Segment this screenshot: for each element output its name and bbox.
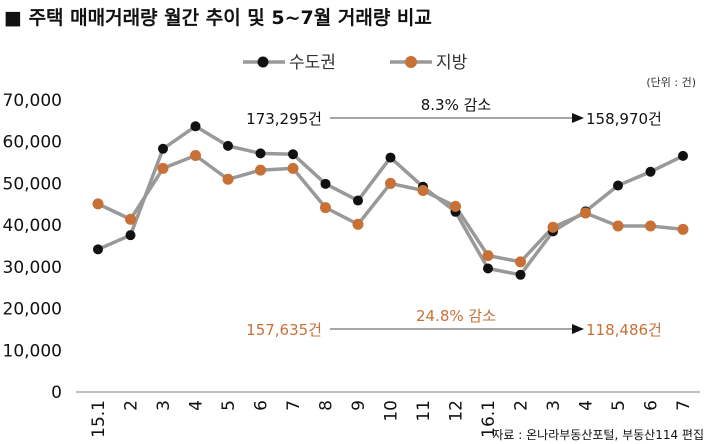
series-1-point [515,256,526,268]
y-tick-label: 40,000 [3,216,62,236]
series-1-point [612,220,624,232]
y-tick-label: 10,000 [3,341,62,361]
y-tick-label: 60,000 [3,133,62,153]
y-tick-label: 50,000 [3,174,62,194]
annotation-capital-middle: 8.3% 감소 [421,96,492,114]
series-1-point [352,218,364,230]
unit-note: (단위 : 건) [646,76,696,89]
series-1-point [417,185,429,197]
x-tick-label: 6 [252,400,272,411]
annotation-capital-right: 158,970건 [586,110,662,128]
series-1-point [677,223,689,235]
x-tick-label: 7 [674,400,694,411]
annotation-capital: 173,295건 8.3% 감소 158,970건 [246,96,662,128]
series-0-point [190,121,201,132]
annotation-capital-arrowhead [572,113,584,123]
series-1-point [547,221,559,233]
series-1-point [320,202,331,214]
legend-marker-local [405,56,417,68]
annotation-local-middle: 24.8% 감소 [416,307,496,325]
series-0-point [255,148,266,159]
series-0-point [223,140,233,151]
y-tick-label: 20,000 [3,300,62,320]
series-line-1 [97,153,684,264]
x-tick-label: 4 [187,400,207,411]
x-tick-label: 6 [642,400,662,411]
y-tick-label: 70,000 [3,91,62,111]
series-0-point [645,166,656,177]
series-0-point [678,150,688,161]
series-0-point [613,180,623,191]
series-0-point [353,195,363,206]
legend-label-capital: 수도권 [289,53,336,73]
series-1-point [645,220,656,232]
x-tick-label: 2 [512,400,532,411]
series-0-point [483,263,493,274]
series-1-point [255,164,266,176]
y-tick-label: 30,000 [3,258,62,278]
series-layer [92,121,689,280]
x-tick-label: 16.1 [479,400,499,438]
series-1-point [580,207,591,219]
series-1-point [92,198,104,210]
x-axis: 15.1 2 3 4 5 6 7 8 9 10 11 12 16.1 2 3 4 5 6 7 [89,400,694,438]
annotation-local-left: 157,635건 [246,321,322,339]
x-tick-label: 2 [122,400,142,411]
x-tick-label: 5 [219,400,239,411]
source-note: 자료 : 온나라부동산포털, 부동산114 편집 [492,428,704,442]
x-tick-label: 3 [544,400,564,411]
annotation-local: 157,635건 24.8% 감소 118,486건 [246,307,662,339]
x-tick-label: 7 [284,400,304,411]
series-1-point [222,173,234,185]
x-tick-label: 11 [414,400,434,422]
legend-label-local: 지방 [436,53,468,73]
legend-marker-capital [257,56,269,68]
series-0-point [288,149,298,160]
x-tick-label: 15.1 [89,400,109,438]
x-tick-label: 10 [382,400,402,422]
x-tick-label: 9 [349,400,369,411]
x-tick-label: 8 [317,400,337,411]
series-1-point [482,250,494,262]
series-0-point [93,244,103,255]
series-1-point [125,213,136,225]
series-1-point [450,200,461,212]
x-tick-label: 5 [609,400,629,411]
y-axis: 0 10,000 20,000 30,000 40,000 50,000 60,000 70,… [3,91,62,403]
legend: 수도권 지방 [243,53,468,73]
annotation-local-right: 118,486건 [586,321,662,339]
x-tick-label: 4 [577,400,597,411]
series-0-point [385,152,396,163]
series-line-0 [97,124,684,277]
annotation-local-arrowhead [572,324,584,334]
x-tick-label: 12 [447,400,467,422]
x-tick-label: 3 [154,400,174,411]
y-tick-label: 0 [51,383,62,403]
series-0-point [320,178,331,189]
annotation-capital-left: 173,295건 [246,110,322,128]
series-0-point [158,143,168,154]
series-0-point [515,269,526,280]
chart-title: ■ 주택 매매거래량 월간 추이 및 5~7월 거래량 비교 [4,7,432,29]
series-1-point [157,162,169,174]
series-1-point [190,149,201,161]
series-0-point [125,230,136,241]
series-1-point [385,177,396,189]
series-1-point [287,162,299,174]
